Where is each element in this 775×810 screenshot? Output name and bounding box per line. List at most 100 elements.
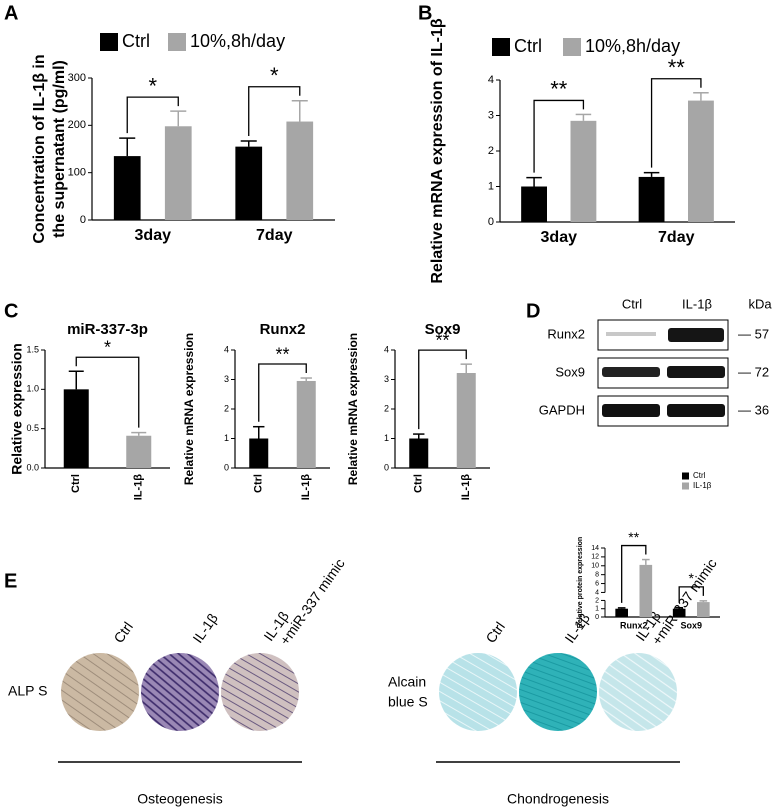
stain-image bbox=[519, 653, 597, 731]
y-tick-label: 0 bbox=[488, 216, 494, 228]
y-tick-label: 0 bbox=[80, 214, 86, 226]
x-tick-label: Ctrl bbox=[70, 474, 82, 493]
y-tick-label: 1.5 bbox=[26, 344, 39, 354]
band bbox=[668, 328, 724, 342]
legend-label: Ctrl bbox=[122, 31, 150, 51]
stain-image bbox=[141, 653, 219, 731]
x-tick-label: 7day bbox=[256, 227, 293, 244]
significance-label: * bbox=[270, 63, 279, 88]
band bbox=[602, 404, 660, 417]
band bbox=[667, 404, 725, 417]
legend-swatch bbox=[100, 33, 118, 51]
legend-label: Ctrl bbox=[693, 471, 706, 480]
chart-title: Sox9 bbox=[425, 321, 461, 338]
legend-swatch bbox=[563, 38, 581, 56]
significance-bracket bbox=[126, 96, 179, 134]
panel-letter: E bbox=[4, 570, 17, 592]
stain-image bbox=[61, 653, 139, 731]
x-tick-label: Sox9 bbox=[680, 620, 702, 630]
y-tick-label: 14 bbox=[591, 545, 599, 552]
y-tick-label: 1 bbox=[595, 606, 599, 613]
size-label: — 57 bbox=[738, 326, 769, 341]
significance-label: * bbox=[689, 570, 695, 586]
y-tick-label: 1 bbox=[224, 433, 229, 443]
bar bbox=[688, 100, 714, 222]
legend-label: IL-1β bbox=[693, 481, 712, 490]
y-tick-label: 300 bbox=[68, 72, 86, 84]
y-axis-label: Concentration of IL-1β in bbox=[31, 54, 48, 243]
legend-label: 10%,8h/day bbox=[190, 31, 285, 51]
stain-image bbox=[221, 653, 299, 731]
legend-swatch bbox=[168, 33, 186, 51]
y-tick-label: 0.5 bbox=[26, 423, 39, 433]
x-tick-label: IL-1β bbox=[460, 474, 472, 501]
y-axis-label: Relative mRNA expression bbox=[346, 333, 360, 485]
y-tick-label: 10 bbox=[591, 563, 599, 570]
y-tick-label: 4 bbox=[595, 589, 599, 596]
panel-letter: C bbox=[4, 300, 18, 322]
y-tick-label: 12 bbox=[591, 554, 599, 561]
group-label: Ctrl bbox=[482, 619, 508, 646]
y-tick-label: 200 bbox=[68, 119, 86, 131]
y-tick-label: 1 bbox=[488, 180, 494, 192]
size-label: — 72 bbox=[738, 364, 769, 379]
y-tick-label: 4 bbox=[488, 74, 494, 86]
y-tick-label: 1.0 bbox=[26, 384, 39, 394]
chart-title: miR-337-3p bbox=[67, 321, 148, 338]
y-tick-label: 2 bbox=[488, 145, 494, 157]
x-tick-label: Runx2 bbox=[620, 620, 648, 630]
unit-label: kDa bbox=[748, 296, 772, 311]
bar bbox=[697, 602, 710, 617]
significance-label: ** bbox=[628, 529, 639, 545]
bar bbox=[249, 438, 269, 468]
bar bbox=[615, 608, 628, 617]
x-tick-label: IL-1β bbox=[300, 474, 312, 501]
group-label: Ctrl bbox=[110, 619, 136, 646]
significance-bracket bbox=[678, 586, 704, 603]
x-tick-label: 3day bbox=[135, 227, 172, 244]
x-tick-label: 3day bbox=[541, 229, 578, 246]
significance-label: ** bbox=[435, 330, 449, 350]
western-blot: Ctrl IL-1β kDa Runx2 Sox9 GAPDH — 57 — 7… bbox=[539, 296, 772, 427]
stain-image bbox=[599, 653, 677, 731]
y-tick-label: 2 bbox=[224, 403, 229, 413]
band bbox=[606, 332, 656, 336]
significance-label: ** bbox=[668, 55, 686, 80]
y-axis-label: Relative mRNA expression bbox=[182, 333, 196, 485]
bar bbox=[286, 121, 314, 220]
significance-bracket bbox=[418, 349, 467, 430]
significance-bracket bbox=[621, 544, 647, 603]
panel-letter: D bbox=[526, 300, 540, 322]
bar bbox=[235, 146, 263, 220]
staining-panel: Ctrl IL-1β IL-1β +miR-337 mimic Ctrl IL-… bbox=[8, 556, 720, 807]
y-tick-label: 3 bbox=[488, 109, 494, 121]
y-axis-label: Relative protein expression bbox=[577, 537, 584, 628]
significance-label: ** bbox=[275, 344, 289, 364]
y-axis-label: Relative mRNA expression of IL-1β bbox=[429, 18, 446, 283]
significance-bracket bbox=[248, 86, 301, 136]
significance-label: * bbox=[104, 337, 111, 357]
legend-label: Ctrl bbox=[514, 36, 542, 56]
stain-label: blue S bbox=[388, 694, 428, 710]
row-label: GAPDH bbox=[539, 402, 585, 417]
bar bbox=[638, 176, 665, 222]
row-label: Runx2 bbox=[547, 326, 585, 341]
bar bbox=[409, 438, 429, 468]
y-tick-label: 0 bbox=[384, 462, 389, 472]
legend-swatch bbox=[682, 472, 689, 480]
y-tick-label: 4 bbox=[384, 344, 389, 354]
panel-letter: A bbox=[4, 2, 18, 24]
bar bbox=[126, 435, 152, 468]
bar bbox=[521, 186, 547, 222]
bar bbox=[570, 120, 597, 222]
lane-label: IL-1β bbox=[682, 296, 712, 311]
significance-label: * bbox=[148, 73, 157, 98]
lane-label: Ctrl bbox=[622, 296, 642, 311]
stain-label: Alcain bbox=[388, 674, 426, 690]
chart-title: Runx2 bbox=[260, 321, 306, 338]
group-title: Chondrogenesis bbox=[507, 791, 609, 807]
x-tick-label: 7day bbox=[658, 229, 695, 246]
group-label: +miR-337 mimic bbox=[276, 556, 347, 648]
y-tick-label: 2 bbox=[595, 597, 599, 604]
